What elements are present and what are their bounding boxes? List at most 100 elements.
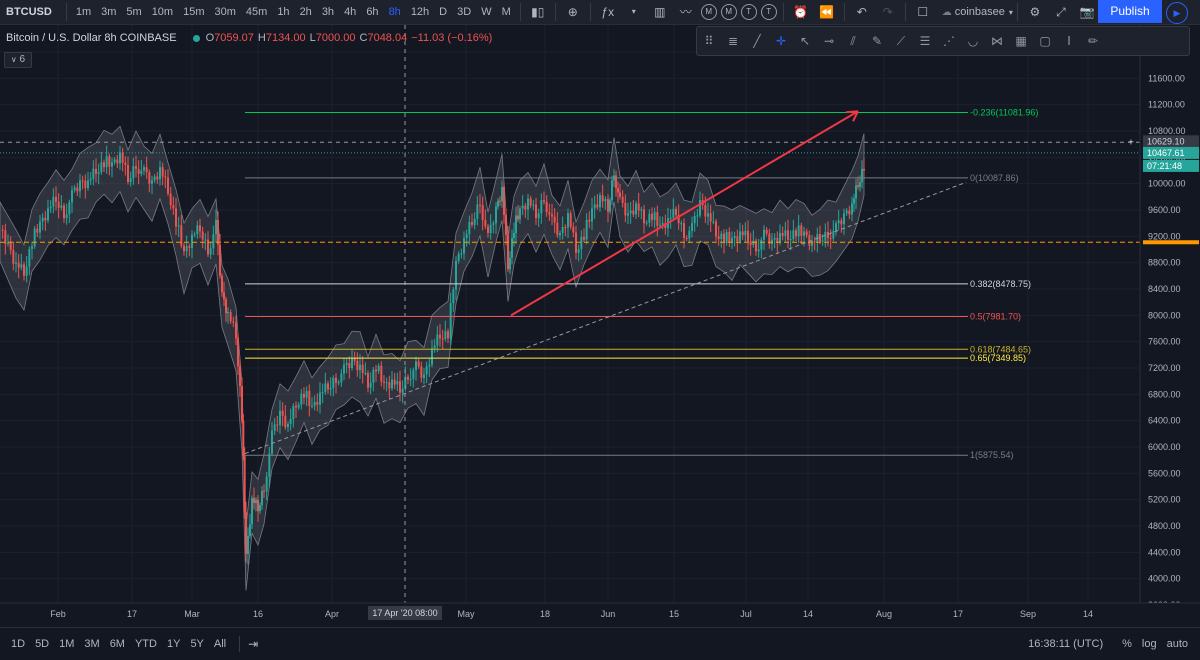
interval-3h[interactable]: 3h [321,6,335,18]
fib-tool-icon[interactable]: ≣ [727,34,739,48]
play-icon[interactable]: ▶ [1166,2,1188,24]
alert-clock-icon[interactable]: ⏰ [793,5,809,19]
symbol-search[interactable]: BTCUSD [6,6,52,18]
interval-5m[interactable]: 5m [126,6,142,18]
indicator-circle-icon[interactable]: M [720,4,737,20]
time-tick-label: Feb [50,609,66,619]
interval-3D[interactable]: 3D [457,6,472,18]
candle-body [409,378,412,380]
candle-body [433,345,436,349]
interval-1m[interactable]: 1m [75,6,92,18]
range-1m[interactable]: 1M [59,638,75,650]
candle-body [242,420,245,456]
interval-D[interactable]: D [439,6,448,18]
interval-W[interactable]: W [481,6,492,18]
range-1y[interactable]: 1Y [166,638,181,650]
candle-body [407,376,409,380]
gann-fan-icon[interactable]: ⋰ [943,34,955,48]
interval-8h[interactable]: 8h [388,6,401,18]
candle-body [808,235,811,246]
goto-date-icon[interactable]: ⇥ [248,637,259,651]
indicators-fx-icon[interactable]: ƒx [601,5,615,19]
layout-selector[interactable]: ☁ coinbasee ▾ [942,6,1013,18]
rectangle-icon[interactable]: ▢ [1039,34,1051,48]
price-chart[interactable]: -0.236(11081.96) 0(10087.86) 0.382(8478.75… [0,25,1200,627]
interval-6h[interactable]: 6h [366,6,379,18]
publish-button[interactable]: Publish [1098,0,1162,23]
fullscreen-square-icon[interactable]: ☐ [917,5,929,19]
redo-icon[interactable]: ↷ [882,5,893,19]
indicators-toggle[interactable]: ∨ 6 [4,52,32,68]
interval-12h[interactable]: 12h [410,6,430,18]
range-1d[interactable]: 1D [11,638,26,650]
camera-icon[interactable]: 📷 [1079,5,1095,19]
interval-45m[interactable]: 45m [245,6,268,18]
candle-body [629,210,632,214]
ideas-icon[interactable]: 〰 [679,5,692,19]
crosshair-icon[interactable]: ✛ [775,34,787,48]
parallel-channel-icon[interactable]: ⫽ [850,34,856,48]
dashed-trendline[interactable] [244,181,967,455]
range-6m[interactable]: 6M [109,638,125,650]
range-5d[interactable]: 5D [35,638,50,650]
candles-icon[interactable]: ▮▯ [531,5,545,19]
horizontal-ray-icon[interactable]: ⊸ [823,34,835,48]
trendline-icon[interactable]: ╱ [753,34,761,48]
path-icon[interactable]: ⟋ [896,34,906,48]
time-tick-label: Jul [740,609,752,619]
candle-body [635,203,637,215]
range-3m[interactable]: 3M [84,638,100,650]
indicator-circle-icon[interactable]: M [700,4,717,20]
pattern-icon[interactable]: ⋈ [991,34,1003,48]
percent-toggle[interactable]: % [1122,638,1132,650]
auto-toggle[interactable]: auto [1166,638,1188,650]
interval-1h[interactable]: 1h [277,6,290,18]
candle-body [65,214,68,219]
indicator-circle-icon[interactable]: T [760,4,777,20]
time-tick-label: May [457,609,475,619]
compare-add-icon[interactable]: ⊕ [567,5,578,19]
interval-10m[interactable]: 10m [151,6,174,18]
add-alert-icon[interactable]: + [1128,137,1134,148]
financials-icon[interactable]: ▥ [654,5,666,19]
gear-icon[interactable]: ⚙ [1029,5,1041,19]
interval-15m[interactable]: 15m [183,6,205,18]
candle-body [784,230,787,236]
text-icon[interactable]: Ⅰ [1067,34,1071,48]
price-axis[interactable] [1140,25,1200,627]
drag-handle-icon[interactable]: ⠿ [704,34,714,48]
clock[interactable]: 16:38:11 (UTC) [1028,638,1104,650]
candle-body [41,217,44,222]
brush-icon[interactable]: ✎ [871,34,883,48]
fib-retracement-icon[interactable]: ☰ [919,34,931,48]
crosshair-date-tag: 17 Apr '20 08:00 [372,608,437,618]
candle-body [747,230,749,242]
interval-3m[interactable]: 3m [101,6,117,18]
expand-icon[interactable]: ⤢ [1056,5,1066,19]
log-toggle[interactable]: log [1141,638,1157,650]
undo-icon[interactable]: ↶ [856,5,867,19]
candle-body [805,231,808,236]
range-5y[interactable]: 5Y [190,638,204,650]
interval-30m[interactable]: 30m [214,6,236,18]
candle-body [31,246,33,249]
trend-arrow[interactable] [510,110,859,317]
crosshair-date-tag-bg [368,606,442,620]
interval-2h[interactable]: 2h [299,6,312,18]
indicator-circle-icon[interactable]: T [740,4,757,20]
range-all[interactable]: All [213,638,227,650]
candle-body [709,213,712,222]
cursor-icon[interactable]: ↖ [799,34,811,48]
time-axis[interactable] [0,603,1200,627]
grid-icon[interactable]: ▦ [1015,34,1027,48]
fib-arc-icon[interactable]: ◡ [967,34,979,48]
candle-body [755,240,757,252]
interval-M[interactable]: M [501,6,511,18]
interval-4h[interactable]: 4h [344,6,357,18]
replay-icon[interactable]: ⏪ [819,5,835,19]
time-tick-label: Sep [1020,609,1036,619]
range-ytd[interactable]: YTD [134,638,157,650]
chevron-down-icon[interactable]: ▾ [631,7,636,16]
pencil-icon[interactable]: ✏ [1087,34,1099,48]
candle-body [129,178,132,183]
